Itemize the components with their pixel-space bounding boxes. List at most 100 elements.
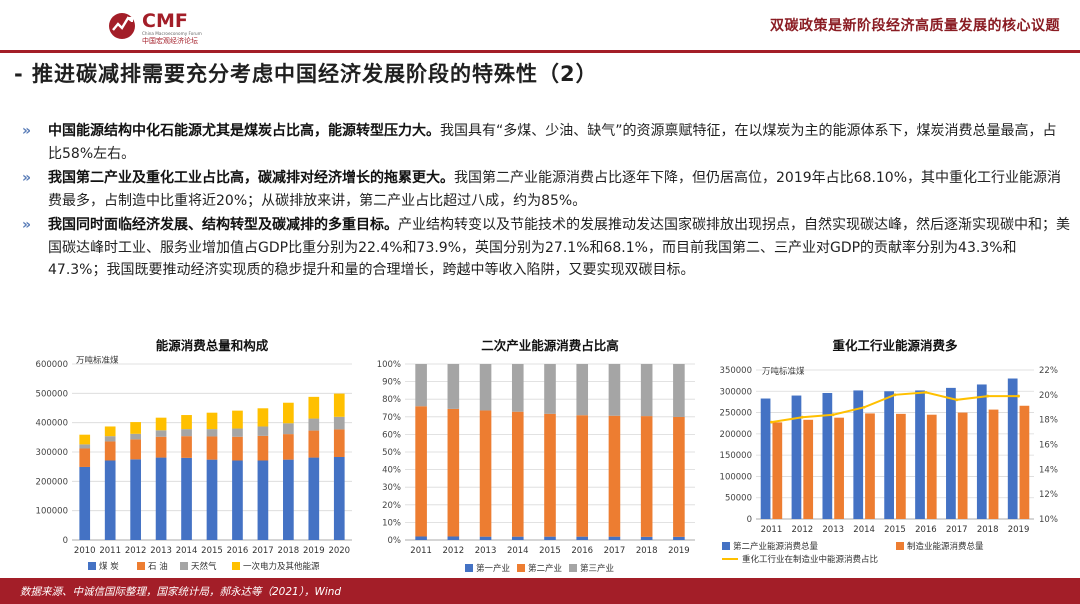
- x-tick-label: 2013: [822, 525, 844, 535]
- bullet-list: » 中国能源结构中化石能源尤其是煤炭占比高，能源转型压力大。我国具有“多煤、少油…: [20, 120, 1070, 284]
- bar: [1007, 378, 1018, 519]
- bar-segment: [181, 415, 192, 430]
- legend-swatch: [180, 562, 188, 570]
- bar-segment: [155, 430, 167, 437]
- y-tick-label: 350000: [720, 366, 752, 376]
- x-tick-label: 2016: [915, 525, 937, 535]
- bar-segment: [155, 417, 167, 431]
- y-tick-label: 200000: [720, 430, 752, 440]
- x-tick-label: 2017: [946, 525, 968, 535]
- y2-tick-label: 10%: [1039, 515, 1058, 525]
- x-tick-label: 2017: [604, 546, 626, 556]
- bullet-item: » 中国能源结构中化石能源尤其是煤炭占比高，能源转型压力大。我国具有“多煤、少油…: [20, 120, 1070, 165]
- bar-segment: [79, 466, 91, 540]
- x-tick-label: 2017: [252, 546, 274, 556]
- legend-swatch: [569, 564, 577, 572]
- footer: 数据来源、中诚信国际整理，国家统计局，郝永达等（2021），Wind: [0, 578, 1080, 604]
- x-tick-label: 2019: [1008, 525, 1030, 535]
- bar: [822, 392, 833, 519]
- bullet-heading: 中国能源结构中化石能源尤其是煤炭占比高，能源转型压力大。: [48, 123, 440, 139]
- bar: [946, 387, 956, 519]
- bar-segment: [155, 436, 167, 458]
- y-tick-label: 90%: [382, 378, 401, 388]
- line-point: [1017, 394, 1020, 398]
- section-title: - 推进碳减排需要充分考虑中国经济发展阶段的特殊性（2）: [14, 62, 598, 86]
- bar-segment: [333, 456, 345, 540]
- bar: [884, 391, 894, 519]
- bullet-heading: 我国同时面临经济发展、结构转型及碳减排的多重目标。: [48, 217, 398, 233]
- bar-segment: [511, 364, 524, 412]
- x-tick-label: 2012: [125, 546, 147, 556]
- bar-segment: [544, 364, 556, 414]
- bar-segment: [415, 364, 427, 407]
- legend-label: 重化工行业在制造业中能源消费占比: [742, 554, 878, 565]
- x-tick-label: 2018: [636, 546, 658, 556]
- bar-segment: [608, 536, 621, 540]
- bar: [915, 390, 925, 519]
- legend-label: 天然气: [191, 561, 217, 572]
- bar: [1019, 405, 1030, 519]
- bar-segment: [155, 457, 167, 540]
- bar-segment: [181, 457, 192, 540]
- x-tick-label: 2015: [539, 546, 561, 556]
- y-tick-label: 0: [747, 515, 752, 525]
- y-tick-label: 70%: [382, 413, 401, 423]
- bar-segment: [576, 536, 589, 540]
- header: CMF China Macroeconomy Forum 中国宏观经济论坛 双碳…: [0, 0, 1080, 53]
- bar-segment: [257, 426, 269, 436]
- y-tick-label: 500000: [36, 389, 68, 399]
- y-tick-label: 100%: [377, 360, 401, 370]
- x-tick-label: 2013: [150, 546, 172, 556]
- x-tick-label: 2010: [74, 546, 96, 556]
- bar-segment: [283, 459, 294, 540]
- line-point: [770, 420, 773, 424]
- bar-segment: [257, 435, 269, 461]
- x-tick-label: 2015: [201, 546, 223, 556]
- chart-title: 重化工行业能源消费多: [832, 338, 958, 353]
- y-tick-label: 100000: [720, 472, 752, 482]
- bar-segment: [415, 536, 427, 540]
- bar-segment: [673, 536, 685, 540]
- line-point: [862, 405, 866, 409]
- bar-segment: [308, 430, 320, 458]
- bar: [772, 422, 783, 519]
- y2-tick-label: 14%: [1039, 465, 1058, 475]
- bar-segment: [232, 460, 243, 540]
- y-tick-label: 0: [63, 536, 68, 546]
- y-tick-label: 100000: [36, 507, 68, 517]
- bar-segment: [257, 408, 269, 427]
- legend-label: 第二产业能源消费总量: [733, 541, 819, 552]
- y-tick-label: 150000: [720, 451, 752, 461]
- bar-segment: [640, 536, 653, 540]
- y-tick-label: 50%: [382, 448, 401, 458]
- bar-segment: [79, 444, 91, 449]
- legend-label: 第二产业: [528, 563, 562, 574]
- x-tick-label: 2015: [884, 525, 906, 535]
- bar-segment: [104, 426, 116, 437]
- bar: [834, 417, 844, 519]
- bar-segment: [673, 416, 685, 537]
- bar-segment: [544, 413, 556, 537]
- bar-segment: [104, 441, 116, 461]
- header-divider: [0, 50, 1080, 53]
- bar-segment: [447, 536, 460, 540]
- legend-label: 石 油: [148, 561, 168, 572]
- bar: [865, 413, 875, 519]
- bar-segment: [206, 412, 218, 430]
- bar-segment: [511, 536, 524, 540]
- logo-text: CMF: [142, 10, 188, 32]
- bar: [791, 395, 802, 519]
- bar-segment: [640, 416, 653, 537]
- x-tick-label: 2014: [507, 546, 529, 556]
- bar-segment: [283, 423, 294, 435]
- line-point: [986, 394, 990, 398]
- bar-segment: [608, 364, 621, 416]
- bullet-marker-icon: »: [22, 217, 32, 233]
- bullet-marker-icon: »: [22, 170, 32, 186]
- y-tick-label: 300000: [36, 448, 68, 458]
- bar-segment: [308, 418, 320, 431]
- y-tick-label: 0%: [388, 536, 402, 546]
- chart-energy-consumption: 能源消费总量和构成 万吨标准煤 0 100000 200000 300000 400000 5…: [22, 336, 362, 576]
- bar-segment: [232, 436, 243, 461]
